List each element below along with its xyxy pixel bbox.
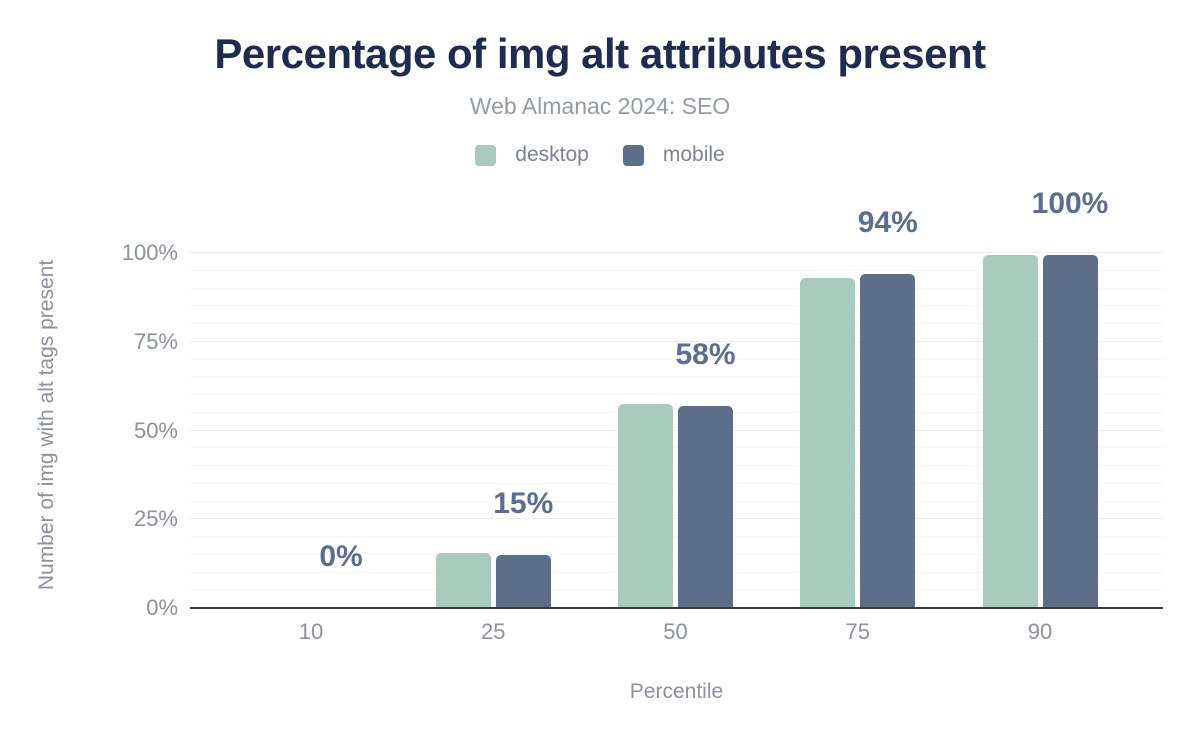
bar-mobile-p50 [678, 405, 733, 608]
y-tick-50%: 50% [133, 417, 178, 443]
gridline-70 [190, 358, 1163, 360]
gridline-60 [190, 394, 1163, 395]
data-label-p25: 15% [493, 486, 554, 520]
y-tick-100%: 100% [121, 240, 178, 265]
bar-desktop-p75 [800, 277, 856, 608]
x-tick-10: 10 [298, 619, 324, 644]
bar-mobile-p75 [860, 274, 916, 608]
gridline-40 [190, 465, 1163, 466]
chart-title: Percentage of img alt attributes present [214, 30, 986, 77]
x-tick-90: 90 [1027, 619, 1053, 644]
y-tick-25%: 25% [133, 506, 178, 532]
data-label-p75: 94% [857, 206, 918, 240]
chart-subtitle: Web Almanac 2024: SEO [469, 93, 731, 119]
x-tick-75: 75 [845, 619, 870, 644]
x-tick-25: 25 [481, 619, 506, 644]
legend-item-mobile: mobile [622, 143, 725, 167]
gridline-20 [190, 536, 1163, 537]
gridline-55 [190, 411, 1163, 413]
y-tick-75%: 75% [133, 328, 178, 354]
data-label-p10: 0% [319, 540, 363, 573]
legend-swatch-desktop [475, 144, 497, 166]
bar-mobile-p25 [495, 554, 551, 608]
x-tick-50: 50 [663, 619, 688, 644]
data-label-p90: 100% [1031, 186, 1109, 220]
gridline-50 [190, 429, 1163, 431]
y-axis-title: Number of img with alt tags present [35, 259, 58, 591]
gridline-25 [190, 518, 1163, 520]
gridline-80 [190, 323, 1163, 324]
bar-desktop-p25 [435, 552, 491, 608]
gridline-30 [190, 500, 1163, 502]
bar-desktop-p50 [618, 403, 673, 608]
gridline-15 [190, 553, 1163, 555]
legend-swatch-mobile [622, 144, 644, 166]
plot-area: 10 0% 25 15% 50 58% 75 94% 90 100% [190, 187, 1163, 644]
legend-item-desktop: desktop [475, 143, 589, 167]
gridline-75 [190, 340, 1163, 342]
legend: desktop mobile [0, 142, 1200, 168]
gridline-95 [190, 269, 1163, 271]
legend-label-mobile: mobile [662, 143, 725, 166]
gridline-35 [190, 482, 1163, 484]
bar-desktop-p90 [982, 254, 1038, 608]
gridline-5 [190, 589, 1163, 591]
gridline-65 [190, 376, 1163, 378]
data-label-p50: 58% [675, 337, 736, 371]
x-axis-line [190, 607, 1163, 609]
y-tick-0%: 0% [146, 595, 178, 620]
bar-mobile-p90 [1042, 254, 1098, 608]
gridline-10 [190, 571, 1163, 573]
gridline-85 [190, 305, 1163, 307]
x-axis-title: Percentile [629, 680, 724, 703]
gridline-90 [190, 287, 1163, 289]
gridline-45 [190, 447, 1163, 449]
legend-label-desktop: desktop [515, 143, 589, 166]
gridline-100 [190, 252, 1163, 253]
